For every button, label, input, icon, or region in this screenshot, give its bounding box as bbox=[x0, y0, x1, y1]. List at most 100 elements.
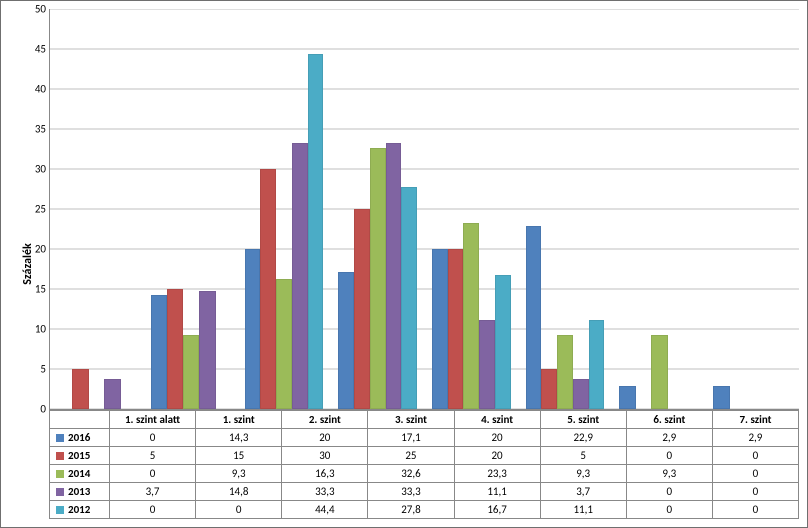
bar bbox=[619, 386, 636, 409]
table-cell: 0 bbox=[626, 483, 712, 501]
bar bbox=[651, 335, 668, 409]
legend-swatch bbox=[56, 434, 64, 442]
bar bbox=[448, 249, 464, 409]
table-cell: 15 bbox=[196, 447, 282, 465]
bar bbox=[432, 249, 448, 409]
legend-swatch bbox=[56, 488, 64, 496]
series-name: 2012 bbox=[68, 503, 90, 516]
bar bbox=[557, 335, 573, 409]
y-tick-label: 5 bbox=[20, 363, 46, 376]
bar bbox=[401, 187, 417, 409]
plot: 05101520253035404550 bbox=[49, 9, 799, 410]
column-header: 6. szint bbox=[626, 411, 712, 429]
chart-frame: Százalék 05101520253035404550 1. szint a… bbox=[0, 0, 808, 528]
table-cell: 20 bbox=[282, 429, 368, 447]
column-header: 2. szint bbox=[282, 411, 368, 429]
plot-area: 05101520253035404550 1. szint alatt1. sz… bbox=[49, 9, 799, 519]
bar bbox=[72, 369, 89, 409]
series-label: 2013 bbox=[50, 483, 110, 501]
table-cell: 16,7 bbox=[454, 501, 540, 519]
column-header: 1. szint alatt bbox=[110, 411, 196, 429]
table-cell: 0 bbox=[626, 501, 712, 519]
series-label: 2012 bbox=[50, 501, 110, 519]
bar bbox=[292, 143, 308, 409]
table-cell: 14,3 bbox=[196, 429, 282, 447]
table-cell: 20 bbox=[454, 429, 540, 447]
column-header: 4. szint bbox=[454, 411, 540, 429]
bar bbox=[104, 379, 121, 409]
table-cell: 44,4 bbox=[282, 501, 368, 519]
table-cell: 33,3 bbox=[368, 483, 454, 501]
series-name: 2014 bbox=[68, 467, 90, 480]
y-tick-label: 50 bbox=[20, 3, 46, 16]
table-cell: 9,3 bbox=[196, 465, 282, 483]
bar bbox=[199, 291, 215, 409]
table-corner bbox=[50, 411, 110, 429]
table-cell: 9,3 bbox=[626, 465, 712, 483]
table-cell: 0 bbox=[110, 429, 196, 447]
series-label: 2016 bbox=[50, 429, 110, 447]
table-cell: 22,9 bbox=[540, 429, 626, 447]
column-header: 3. szint bbox=[368, 411, 454, 429]
table-cell: 33,3 bbox=[282, 483, 368, 501]
y-tick-label: 40 bbox=[20, 83, 46, 96]
table-cell: 30 bbox=[282, 447, 368, 465]
legend-swatch bbox=[56, 506, 64, 514]
table-cell: 2,9 bbox=[626, 429, 712, 447]
table-cell: 3,7 bbox=[540, 483, 626, 501]
table-cell: 0 bbox=[196, 501, 282, 519]
y-tick-label: 35 bbox=[20, 123, 46, 136]
y-tick-label: 15 bbox=[20, 283, 46, 296]
bar bbox=[183, 335, 199, 409]
bar bbox=[151, 295, 167, 409]
table-cell: 9,3 bbox=[540, 465, 626, 483]
bar-group bbox=[612, 9, 706, 409]
bar-group bbox=[144, 9, 238, 409]
bar bbox=[354, 209, 370, 409]
column-header: 7. szint bbox=[712, 411, 798, 429]
bar bbox=[479, 320, 495, 409]
series-label: 2015 bbox=[50, 447, 110, 465]
bar bbox=[495, 275, 511, 409]
table-cell: 11,1 bbox=[454, 483, 540, 501]
table-cell: 0 bbox=[712, 447, 798, 465]
series-label: 2014 bbox=[50, 465, 110, 483]
bar bbox=[463, 223, 479, 409]
table-cell: 17,1 bbox=[368, 429, 454, 447]
bar bbox=[308, 54, 324, 409]
bar bbox=[526, 226, 542, 409]
bar bbox=[260, 169, 276, 409]
y-tick-label: 0 bbox=[20, 403, 46, 416]
table-cell: 2,9 bbox=[712, 429, 798, 447]
table-cell: 23,3 bbox=[454, 465, 540, 483]
legend-swatch bbox=[56, 452, 64, 460]
table-cell: 20 bbox=[454, 447, 540, 465]
table-cell: 0 bbox=[626, 447, 712, 465]
bar bbox=[338, 272, 354, 409]
bar-group bbox=[425, 9, 519, 409]
data-table: 1. szint alatt1. szint2. szint3. szint4.… bbox=[49, 410, 799, 519]
table-row: 20120044,427,816,711,100 bbox=[50, 501, 799, 519]
table-cell: 0 bbox=[110, 501, 196, 519]
table-cell: 14,8 bbox=[196, 483, 282, 501]
y-tick-label: 10 bbox=[20, 323, 46, 336]
bar-group bbox=[705, 9, 799, 409]
table-cell: 0 bbox=[712, 465, 798, 483]
bar bbox=[573, 379, 589, 409]
y-tick-label: 20 bbox=[20, 243, 46, 256]
table-cell: 3,7 bbox=[110, 483, 196, 501]
y-tick-label: 30 bbox=[20, 163, 46, 176]
table-cell: 11,1 bbox=[540, 501, 626, 519]
table-cell: 0 bbox=[712, 483, 798, 501]
bar bbox=[245, 249, 261, 409]
table-cell: 27,8 bbox=[368, 501, 454, 519]
bar bbox=[386, 143, 402, 409]
legend-swatch bbox=[56, 470, 64, 478]
bar-group bbox=[50, 9, 144, 409]
bar-groups bbox=[50, 9, 799, 409]
bar bbox=[713, 386, 730, 409]
series-name: 2013 bbox=[68, 485, 90, 498]
table-cell: 5 bbox=[110, 447, 196, 465]
table-cell: 25 bbox=[368, 447, 454, 465]
bar bbox=[276, 279, 292, 409]
